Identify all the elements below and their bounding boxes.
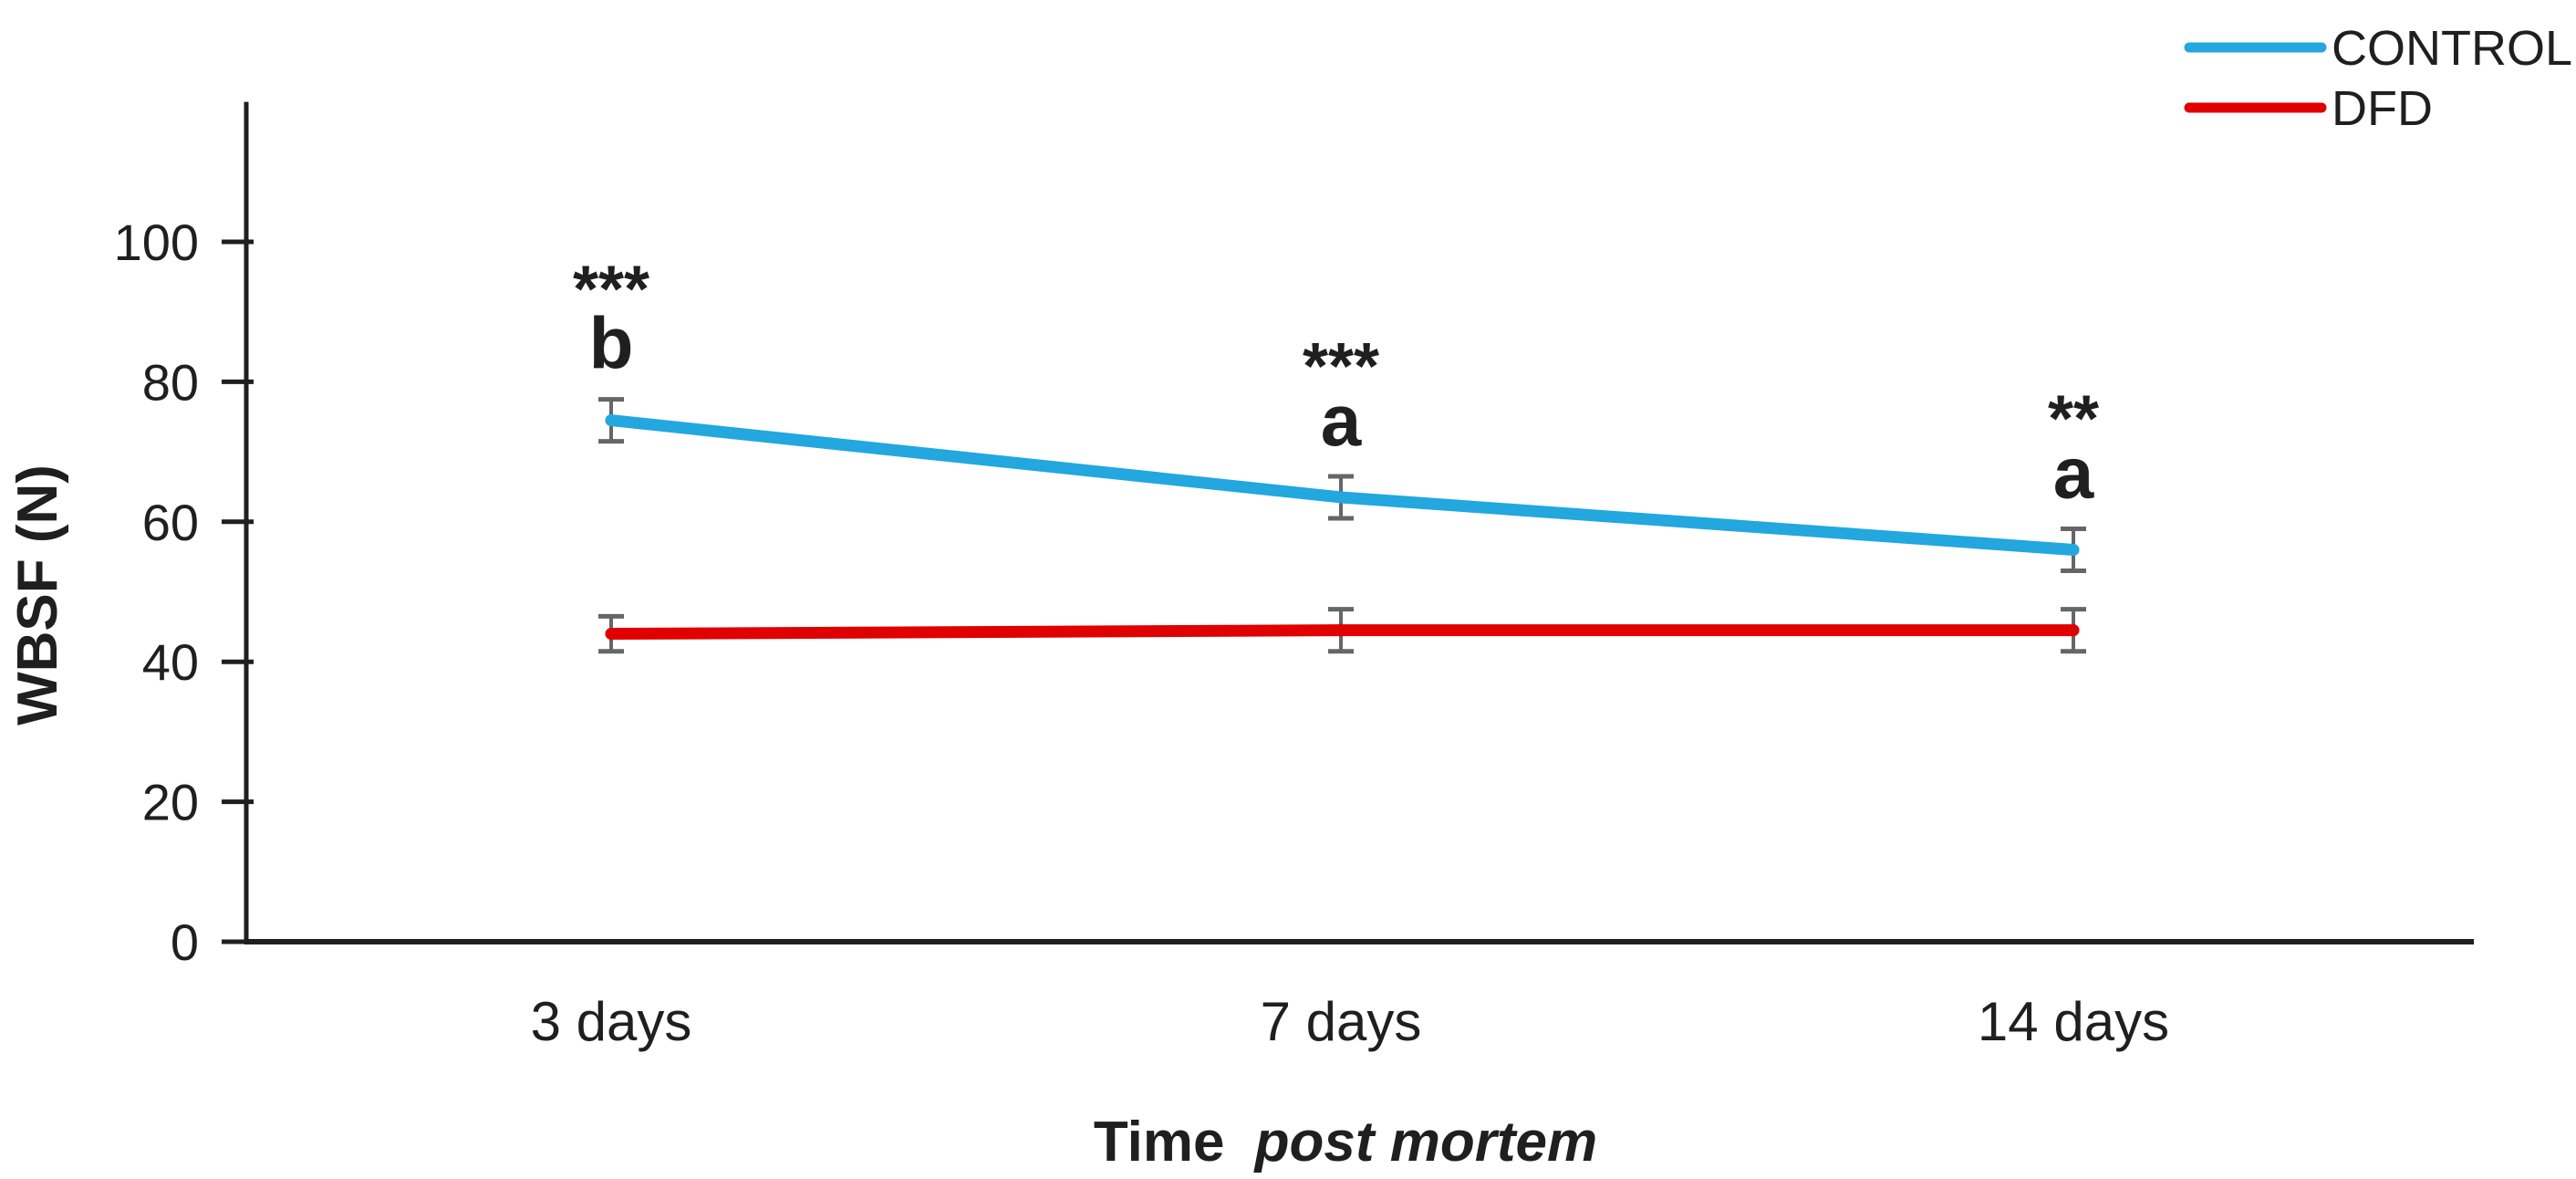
significance-stars: *** (573, 254, 649, 327)
data-point-control (1335, 491, 1347, 504)
y-tick-label: 20 (142, 774, 199, 831)
data-point-control (605, 414, 618, 427)
significance-stars: *** (1303, 330, 1379, 403)
significance-stars: ** (2048, 382, 2099, 455)
x-axis-title: Time post mortem (1094, 1111, 1597, 1174)
x-category-label: 7 days (1261, 991, 1422, 1052)
x-category-label: 3 days (531, 991, 692, 1052)
y-tick-label: 0 (171, 913, 199, 971)
x-category-label: 14 days (1978, 991, 2169, 1052)
y-tick-label: 40 (142, 633, 199, 691)
significance-letter: b (589, 303, 634, 384)
y-axis-title: WBSF (N) (6, 464, 69, 725)
legend-label: DFD (2332, 81, 2433, 136)
significance-letter: a (1321, 380, 1362, 461)
x-axis-title-italic: post mortem (1253, 1111, 1597, 1174)
data-point-dfd (2067, 624, 2080, 637)
y-tick-label: 100 (114, 214, 199, 271)
significance-letter: a (2053, 432, 2094, 513)
x-axis-title-normal: Time (1094, 1111, 1225, 1174)
legend-label: CONTROL (2332, 21, 2572, 76)
data-point-dfd (605, 628, 618, 641)
data-point-control (2067, 543, 2080, 556)
data-point-dfd (1335, 624, 1347, 637)
y-tick-label: 80 (142, 353, 199, 411)
y-tick-label: 60 (142, 494, 199, 551)
